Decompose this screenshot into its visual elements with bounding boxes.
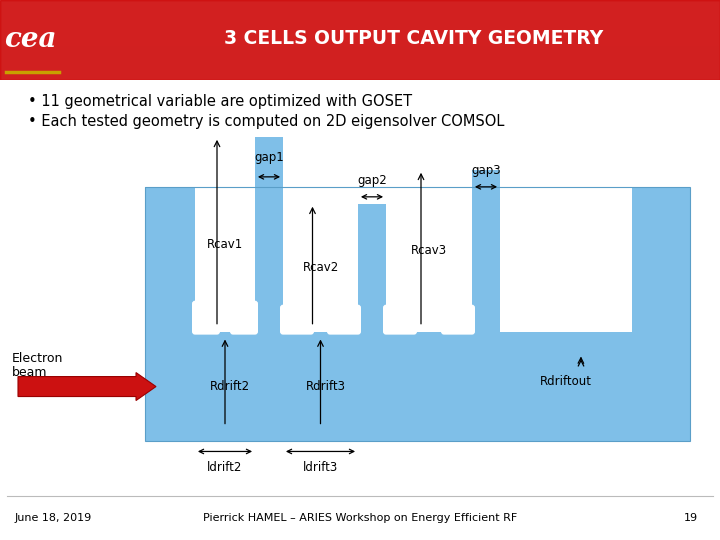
- Bar: [0, 18, 720, 20]
- Bar: [0, 54, 720, 56]
- Bar: [0, 68, 720, 70]
- Bar: [0, 6, 720, 8]
- Bar: [217, 303, 233, 332]
- Bar: [0, 4, 720, 6]
- Text: Rcav1: Rcav1: [207, 238, 243, 251]
- Text: Pierrick HAMEL – ARIES Workshop on Energy Efficient RF: Pierrick HAMEL – ARIES Workshop on Energ…: [203, 513, 517, 523]
- Bar: [0, 20, 720, 22]
- Bar: [0, 22, 720, 24]
- Bar: [0, 26, 720, 28]
- Bar: [0, 52, 720, 54]
- Text: ldrift2: ldrift2: [207, 462, 243, 475]
- Text: • Each tested geometry is computed on 2D eigensolver COMSOL: • Each tested geometry is computed on 2D…: [28, 114, 505, 129]
- FancyBboxPatch shape: [230, 301, 258, 335]
- FancyBboxPatch shape: [327, 305, 361, 335]
- Bar: [0, 72, 720, 74]
- Bar: [0, 66, 720, 68]
- Bar: [0, 60, 720, 62]
- Bar: [0, 32, 720, 34]
- Bar: [386, 187, 472, 310]
- Bar: [414, 308, 444, 332]
- Bar: [145, 332, 690, 442]
- Bar: [255, 137, 283, 332]
- Text: • 11 geometrical variable are optimized with GOSET: • 11 geometrical variable are optimized …: [28, 94, 412, 109]
- Bar: [0, 16, 720, 18]
- Text: 3 CELLS OUTPUT CAVITY GEOMETRY: 3 CELLS OUTPUT CAVITY GEOMETRY: [225, 29, 603, 48]
- Text: Rcav2: Rcav2: [302, 261, 338, 274]
- Bar: [145, 187, 195, 332]
- Bar: [195, 187, 255, 307]
- Text: gap3: gap3: [471, 164, 501, 177]
- FancyArrow shape: [18, 373, 156, 401]
- Bar: [283, 187, 358, 310]
- Text: Rdriftout: Rdriftout: [540, 375, 592, 388]
- Text: Rdrift3: Rdrift3: [305, 380, 346, 393]
- Text: Rdrift2: Rdrift2: [210, 380, 250, 393]
- Text: ldrift3: ldrift3: [303, 462, 338, 475]
- Bar: [0, 8, 720, 10]
- Bar: [0, 62, 720, 64]
- Bar: [0, 12, 720, 14]
- Bar: [632, 187, 690, 332]
- Bar: [358, 204, 386, 332]
- Text: 19: 19: [684, 513, 698, 523]
- Text: June 18, 2019: June 18, 2019: [14, 513, 91, 523]
- Text: beam: beam: [12, 366, 48, 379]
- Bar: [0, 56, 720, 58]
- Text: cea: cea: [4, 26, 56, 53]
- Text: Electron: Electron: [12, 352, 63, 365]
- Bar: [0, 46, 720, 48]
- FancyBboxPatch shape: [383, 305, 417, 335]
- Bar: [0, 50, 720, 52]
- Bar: [0, 10, 720, 12]
- Bar: [0, 40, 720, 42]
- Bar: [0, 0, 720, 2]
- Bar: [0, 30, 720, 32]
- FancyBboxPatch shape: [441, 305, 475, 335]
- Bar: [0, 78, 720, 80]
- Bar: [0, 74, 720, 76]
- FancyBboxPatch shape: [280, 305, 314, 335]
- Bar: [0, 48, 720, 50]
- FancyBboxPatch shape: [192, 301, 220, 335]
- Bar: [0, 28, 720, 30]
- Bar: [0, 24, 720, 26]
- Bar: [195, 303, 233, 332]
- Bar: [0, 2, 720, 4]
- Bar: [311, 308, 330, 332]
- Bar: [0, 38, 720, 40]
- Bar: [0, 44, 720, 46]
- Text: gap2: gap2: [357, 174, 387, 187]
- Text: gap1: gap1: [254, 151, 284, 164]
- Bar: [0, 58, 720, 60]
- Bar: [0, 36, 720, 38]
- Bar: [0, 34, 720, 36]
- Bar: [0, 64, 720, 66]
- Bar: [145, 187, 690, 442]
- Text: Rcav3: Rcav3: [411, 244, 447, 257]
- Bar: [0, 14, 720, 16]
- Bar: [472, 170, 500, 332]
- Bar: [0, 42, 720, 44]
- Bar: [0, 70, 720, 72]
- Bar: [0, 76, 720, 78]
